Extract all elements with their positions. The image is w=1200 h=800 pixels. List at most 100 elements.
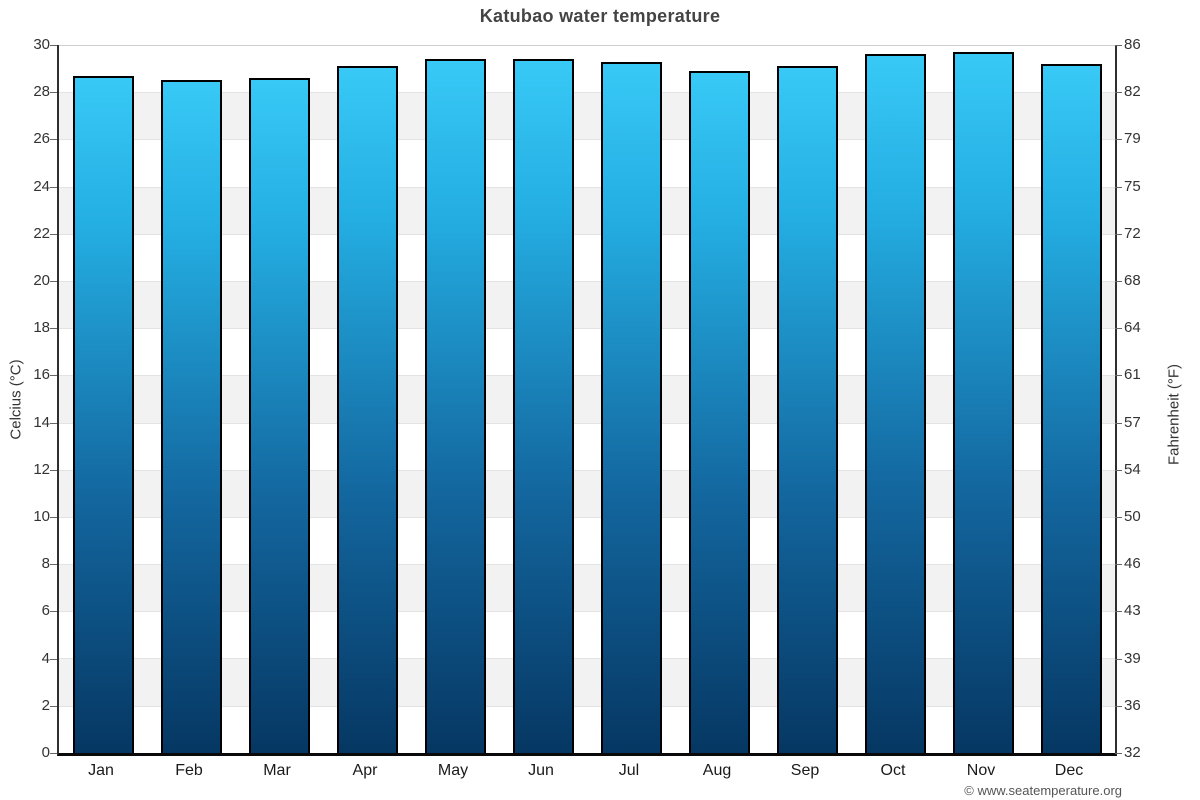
tick-mark-left [50, 753, 57, 754]
x-tick-label-mar: Mar [263, 762, 291, 779]
tick-mark-left [50, 658, 57, 660]
tick-mark-left [50, 375, 57, 377]
y-tick-label-left: 12 [33, 460, 50, 478]
grid-bands [59, 45, 1115, 753]
grid-band-gray [59, 92, 1115, 140]
tick-mark-left [50, 92, 57, 94]
tick-mark-right [1115, 469, 1122, 471]
x-tick-label-dec: Dec [1054, 762, 1084, 779]
tick-mark-left [50, 705, 57, 707]
bar-apr [336, 66, 398, 753]
bar-may [424, 59, 486, 753]
grid-band-gray [59, 658, 1115, 706]
y-tick-label-right: 50 [1124, 508, 1141, 525]
tick-mark-right [1115, 233, 1122, 235]
x-tick-label-jul: Jul [618, 762, 640, 779]
y-tick-label-right: 79 [1124, 130, 1141, 148]
grid-band-white [59, 705, 1115, 753]
y-tick-label-left: 30 [33, 36, 50, 53]
y-tick-label-right: 39 [1124, 649, 1141, 667]
tick-mark-right [1115, 517, 1122, 518]
bar-sep [776, 66, 838, 753]
grid-band-gray [59, 375, 1115, 423]
tick-mark-right [1115, 658, 1122, 660]
grid-band-white [59, 139, 1115, 187]
y-tick-label-left: 2 [41, 696, 50, 714]
grid-band-white [59, 328, 1115, 376]
y-tick-label-left: 14 [33, 413, 50, 431]
bar-nov [952, 52, 1014, 753]
tick-mark-right [1115, 92, 1122, 94]
grid-band-white [59, 516, 1115, 565]
y-tick-label-left: 4 [41, 649, 50, 667]
y-tick-label-right: 43 [1124, 602, 1141, 620]
x-tick-label-sep: Sep [790, 762, 820, 779]
plot-area [57, 45, 1117, 756]
tick-mark-right [1115, 375, 1122, 377]
grid-band-white [59, 233, 1115, 281]
tick-mark-left [50, 517, 57, 518]
bar-feb [160, 80, 222, 753]
x-tick-label-nov: Nov [966, 762, 996, 779]
grid-band-gray [59, 469, 1115, 517]
x-tick-label-apr: Apr [352, 762, 378, 779]
bars-layer [59, 45, 1115, 753]
y-tick-label-right: 61 [1124, 366, 1141, 384]
y-tick-label-left: 22 [33, 224, 50, 242]
grid-band-gray [59, 186, 1115, 234]
x-tick-label-jun: Jun [528, 762, 554, 779]
tick-mark-left [50, 564, 57, 566]
tick-mark-left [50, 469, 57, 471]
x-tick-label-aug: Aug [702, 762, 732, 779]
y-tick-label-left: 8 [41, 555, 50, 573]
tick-mark-left [50, 281, 57, 282]
bar-jan [72, 75, 134, 753]
x-tick-label-feb: Feb [175, 762, 203, 779]
tick-mark-right [1115, 139, 1122, 141]
tick-mark-right [1115, 422, 1122, 424]
tick-mark-right [1115, 186, 1122, 188]
tick-mark-right [1115, 753, 1122, 754]
y-tick-label-right: 64 [1124, 319, 1141, 337]
grid-band-white [59, 422, 1115, 470]
x-tick-label-oct: Oct [880, 762, 906, 779]
y-tick-label-left: 10 [33, 508, 50, 525]
y-tick-label-right: 46 [1124, 555, 1141, 573]
bar-mar [248, 78, 310, 753]
tick-mark-right [1115, 611, 1122, 613]
tick-mark-left [50, 186, 57, 188]
y-tick-label-right: 75 [1124, 177, 1141, 195]
y-tick-label-left: 26 [33, 130, 50, 148]
y-axis-title-fahrenheit: Fahrenheit (°F) [1165, 363, 1183, 466]
tick-mark-left [50, 139, 57, 141]
tick-mark-right [1115, 705, 1122, 707]
x-tick-label-jan: Jan [88, 762, 114, 779]
y-tick-label-left: 20 [33, 272, 50, 289]
chart-title: Katubao water temperature [479, 6, 721, 26]
y-tick-label-left: 6 [41, 602, 50, 620]
copyright-credit: © www.seatemperature.org [964, 783, 1122, 798]
y-tick-label-right: 82 [1124, 83, 1141, 101]
tick-mark-right [1115, 328, 1122, 330]
bar-jun [512, 59, 574, 753]
tick-mark-left [50, 422, 57, 424]
tick-mark-right [1115, 564, 1122, 566]
bar-oct [864, 54, 926, 753]
y-tick-label-right: 68 [1124, 272, 1141, 289]
bar-aug [688, 71, 750, 753]
y-tick-label-left: 28 [33, 83, 50, 101]
tick-mark-left [50, 233, 57, 235]
grid-band-gray [59, 280, 1115, 329]
tick-mark-left [50, 611, 57, 613]
tick-mark-right [1115, 45, 1122, 46]
tick-mark-left [50, 45, 57, 46]
y-tick-label-left: 18 [33, 319, 50, 337]
y-tick-label-right: 86 [1124, 36, 1141, 53]
grid-band-white [59, 611, 1115, 659]
y-tick-label-left: 24 [33, 177, 50, 195]
y-tick-label-right: 32 [1124, 744, 1141, 761]
y-tick-label-left: 0 [41, 744, 50, 761]
grid-band-gray [59, 564, 1115, 612]
y-tick-label-left: 16 [33, 366, 50, 384]
